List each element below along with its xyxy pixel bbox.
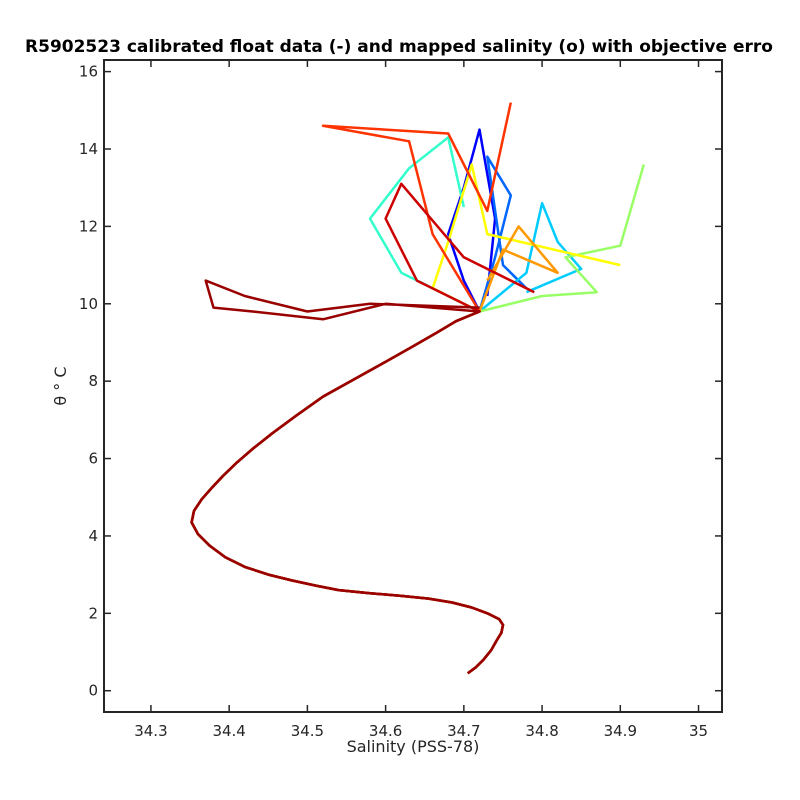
axis-ticks: 34.3 34.4 34.5 34.6 34.7 34.8 34.9 35 0 2 4 6 8 10 12 1…	[79, 60, 722, 740]
x-tick-label: 35	[689, 722, 708, 740]
x-axis-label: Salinity (PSS-78)	[347, 737, 480, 756]
profile-line-2	[190, 155, 528, 675]
plot-frame	[103, 59, 723, 713]
y-tick-label: 2	[88, 604, 98, 622]
y-axis-label: θ ° C	[51, 366, 70, 405]
x-tick-label: 34.6	[369, 722, 402, 740]
profile-lines	[190, 102, 646, 675]
y-tick-label: 4	[88, 527, 98, 545]
profile-line-10	[190, 279, 505, 675]
y-tick-label: 6	[88, 450, 98, 468]
x-tick-label: 34.9	[604, 722, 637, 740]
x-tick-label: 34.3	[134, 722, 167, 740]
y-tick-label: 12	[79, 217, 98, 235]
chart-title: R5902523 calibrated float data (-) and m…	[25, 37, 773, 57]
y-tick-label: 0	[88, 682, 98, 700]
x-tick-label: 34.5	[291, 722, 324, 740]
x-tick-label: 34.4	[212, 722, 245, 740]
x-tick-label: 34.7	[447, 722, 480, 740]
y-tick-label: 16	[79, 63, 98, 81]
profile-line-9	[190, 182, 535, 675]
y-tick-label: 10	[79, 295, 98, 313]
y-tick-label: 14	[79, 140, 98, 158]
y-tick-label: 8	[88, 372, 98, 390]
profile-line-3	[190, 201, 583, 675]
x-tick-label: 34.8	[525, 722, 558, 740]
